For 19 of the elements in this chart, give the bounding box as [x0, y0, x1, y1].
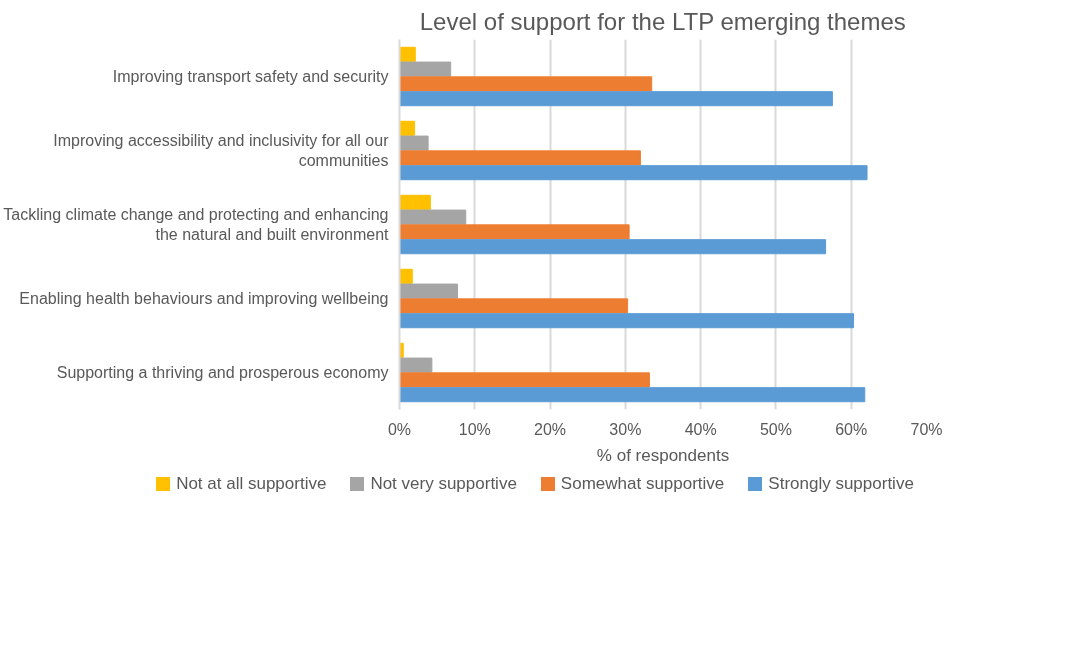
legend-label: Strongly supportive: [768, 473, 914, 495]
x-tick-label: 40%: [684, 420, 717, 438]
y-tick-label: Improving transport safety and security: [112, 68, 389, 85]
y-tick-label: Improving accessibility and inclusivity for all our communities: [53, 131, 390, 170]
x-tick-label: 10%: [458, 420, 491, 438]
x-tick-label: 70%: [910, 420, 943, 438]
x-tick-label: 50%: [759, 420, 792, 438]
y-tick-label: Enabling health behaviours and improving wellbeing: [19, 290, 389, 307]
legend-label: Not at all supportive: [176, 473, 327, 495]
chart-title: Level of support for the LTP emerging themes: [419, 7, 906, 35]
y-tick-label: Supporting a thriving and prosperous economy: [56, 364, 389, 381]
legend-label: Somewhat supportive: [560, 473, 725, 495]
x-tick-label: 0%: [387, 420, 412, 438]
legend-label: Not very supportive: [370, 473, 517, 495]
x-axis-title: % of respondents: [596, 445, 730, 465]
x-tick-label: 20%: [534, 420, 567, 438]
x-tick-label: 60%: [835, 420, 868, 438]
x-tick-label: 30%: [609, 420, 642, 438]
y-tick-label: Tackling climate change and protecting and enhancing the natural and built environment: [3, 205, 390, 244]
